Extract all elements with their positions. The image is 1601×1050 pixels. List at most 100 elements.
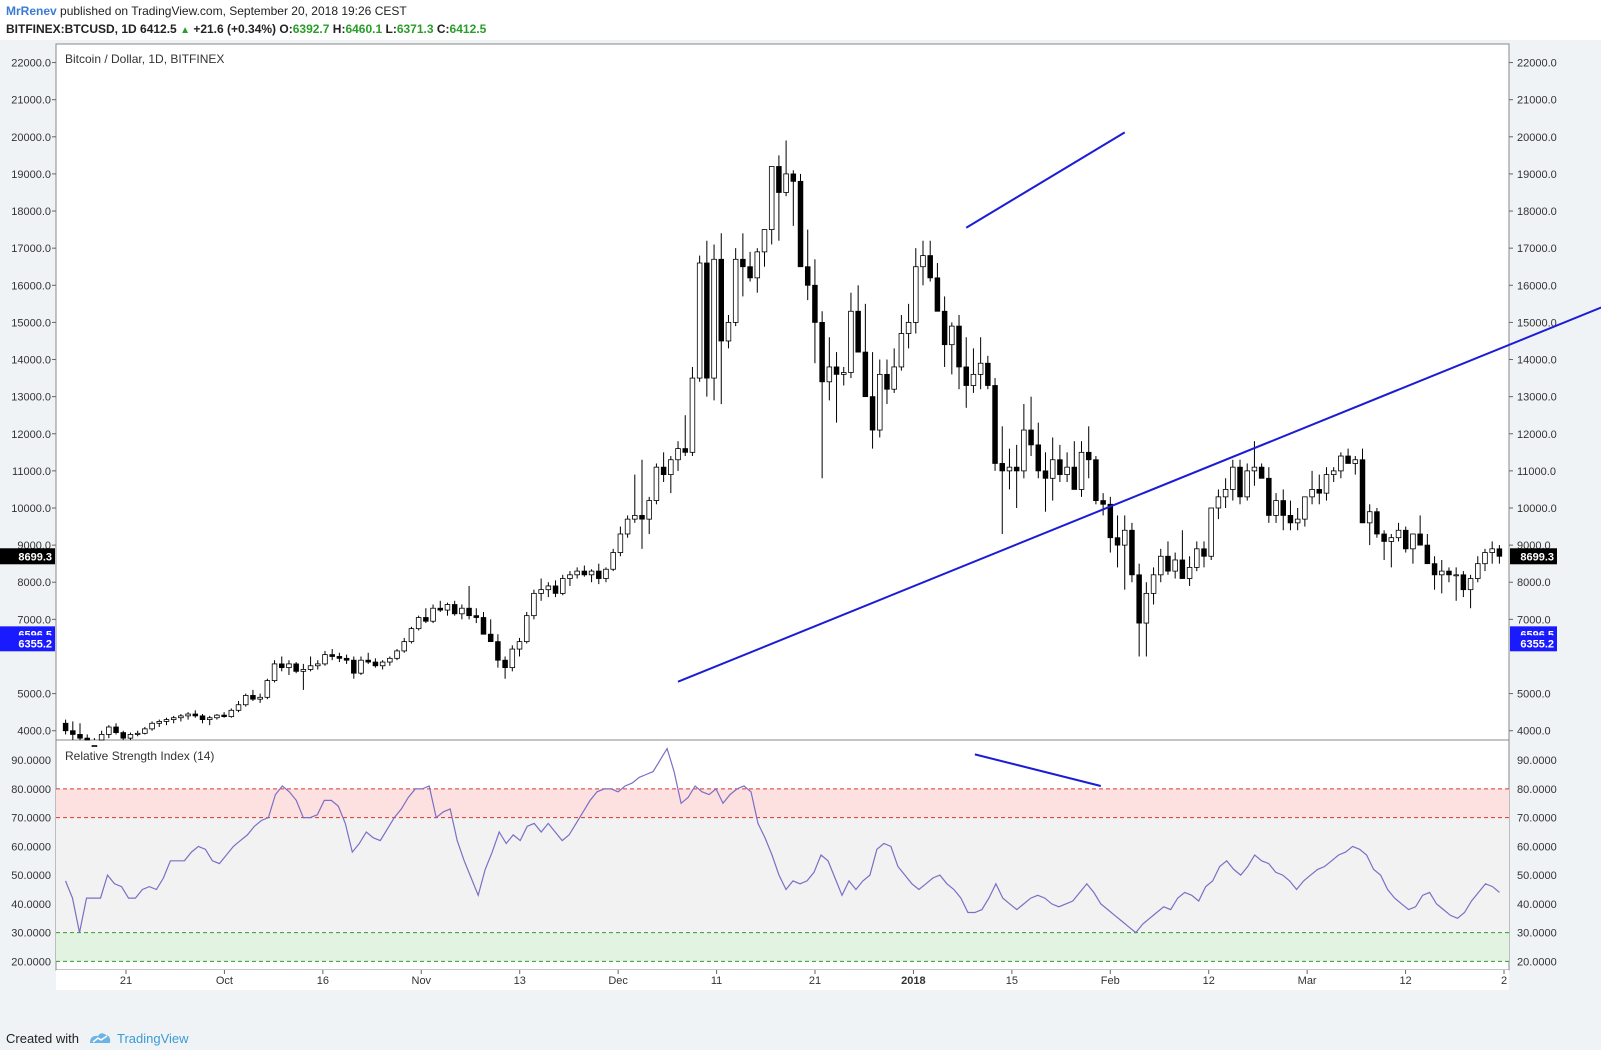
y-tick-label-left: 19000.0: [11, 169, 51, 181]
candle-body: [1222, 489, 1229, 498]
candle-body: [387, 657, 393, 663]
candle-body: [228, 709, 235, 718]
rsi-line: [64, 747, 1500, 934]
candle-body: [358, 659, 364, 674]
y-tick-label-left: 7000.0: [17, 614, 51, 626]
tradingview-link[interactable]: TradingView: [117, 1031, 189, 1046]
candle-body: [98, 734, 105, 741]
candle-body: [1338, 455, 1344, 472]
price-axis: 4000.0 4000.0 5000.0 5000.0 7000.0 7000.0 8000…: [0, 58, 1557, 738]
candle-body: [1417, 533, 1423, 546]
y-tick-label-left: 17000.0: [11, 243, 51, 255]
rsi-tick-label-right: 40.0000: [1517, 899, 1557, 911]
y-tick-label-right: 15000.0: [1517, 317, 1557, 329]
candle-body: [170, 717, 177, 720]
y-tick-label-right: 8000.0: [1517, 577, 1551, 589]
candle-body: [596, 570, 602, 579]
candle-body: [408, 628, 415, 643]
time-axis: 21 Oct 16 Nov 13 Dec 11 21 2018 15 Feb 12 Mar 12 2: [120, 970, 1507, 987]
candle-body: [1374, 511, 1380, 535]
price-label-left-bg: [0, 635, 55, 652]
candle-body: [1237, 466, 1243, 498]
candle-body: [336, 656, 343, 659]
rsi-tick-label-left: 50.0000: [11, 870, 51, 882]
y-tick-label-left: 5000.0: [17, 689, 51, 701]
symbol-label: BITFINEX:BTCUSD, 1D: [6, 22, 137, 36]
price-label-right-bg: [1510, 635, 1557, 652]
y-tick-label-left: 12000.0: [11, 429, 51, 441]
author-link[interactable]: MrRenev: [6, 4, 57, 18]
high-value: 6460.1: [345, 22, 383, 36]
candle-body: [1158, 555, 1164, 576]
last-price: 6412.5: [140, 22, 177, 36]
candle-body: [1410, 533, 1416, 550]
close-label: C:: [436, 22, 450, 36]
candle-body: [1165, 555, 1171, 572]
candle-body: [437, 607, 444, 611]
open-label: O:: [279, 22, 293, 36]
chart-area[interactable]: 20.0000 20.0000 30.0000 30.0000 40.0000 40.00…: [0, 40, 1601, 1026]
candle-body: [271, 663, 278, 682]
candle-body: [1179, 559, 1186, 579]
candle-body: [1316, 489, 1323, 494]
y-tick-label-left: 22000.0: [11, 58, 51, 70]
candle-body: [538, 589, 544, 594]
x-tick-label: 16: [317, 975, 329, 987]
rsi-overbought-band: [56, 788, 1509, 818]
candle-body: [768, 166, 775, 231]
candle-body: [754, 251, 761, 279]
candle-body: [1100, 500, 1106, 505]
candle-body: [653, 466, 660, 501]
candle-body: [1467, 578, 1474, 591]
candle-body: [682, 448, 688, 453]
footer: Created with TradingView: [0, 1026, 1601, 1050]
candle-body: [163, 719, 170, 722]
y-tick-label-left: 4000.0: [17, 726, 51, 738]
candle-body: [279, 663, 285, 669]
candle-body: [1150, 574, 1157, 594]
candle-body: [711, 258, 717, 379]
rsi-tick-label-left: 40.0000: [11, 899, 51, 911]
candle-body: [1057, 459, 1063, 475]
candle-body: [84, 737, 90, 741]
y-tick-label-left: 14000.0: [11, 355, 51, 367]
price-label-right-bg: [1510, 548, 1557, 565]
candle-body: [1482, 552, 1488, 565]
rsi-tick-label-right: 90.0000: [1517, 755, 1557, 767]
y-tick-label-left: 15000.0: [11, 317, 51, 329]
candle-body: [999, 463, 1005, 472]
y-tick-label-right: 19000.0: [1517, 169, 1557, 181]
x-tick-label: Oct: [216, 975, 233, 987]
candle-body: [1330, 470, 1337, 475]
candle-body: [257, 696, 263, 700]
candle-body: [632, 515, 638, 520]
candle-body: [1194, 548, 1200, 568]
candle-body: [62, 722, 69, 732]
price-label-right: 6355.2: [1520, 638, 1554, 650]
candle-body: [963, 366, 969, 386]
candle-body: [841, 372, 847, 375]
price-label-left-bg: [0, 548, 55, 565]
y-tick-label-right: 5000.0: [1517, 689, 1551, 701]
candle-body: [761, 229, 768, 253]
open-value: 6392.7: [292, 22, 330, 36]
candle-body: [1439, 570, 1445, 576]
y-tick-label-left: 13000.0: [11, 392, 51, 404]
candle-body: [877, 373, 883, 431]
candle-body: [1352, 459, 1359, 464]
y-tick-label-right: 7000.0: [1517, 614, 1551, 626]
candle-body: [516, 641, 523, 650]
candle-body: [790, 173, 797, 182]
candle-body: [747, 266, 753, 279]
y-tick-label-left: 11000.0: [12, 466, 51, 478]
price-chart-title: Bitcoin / Dollar, 1D, BITFINEX: [65, 52, 224, 66]
low-label: L:: [385, 22, 397, 36]
candle-body: [934, 277, 941, 312]
candle-body: [1143, 592, 1150, 624]
candle-body: [495, 641, 501, 661]
rsi-tick-label-right: 80.0000: [1517, 784, 1557, 796]
candle-body: [199, 715, 206, 720]
candle-body: [250, 695, 256, 700]
rsi-tick-label-left: 60.0000: [11, 841, 51, 853]
candle-body: [315, 663, 321, 667]
